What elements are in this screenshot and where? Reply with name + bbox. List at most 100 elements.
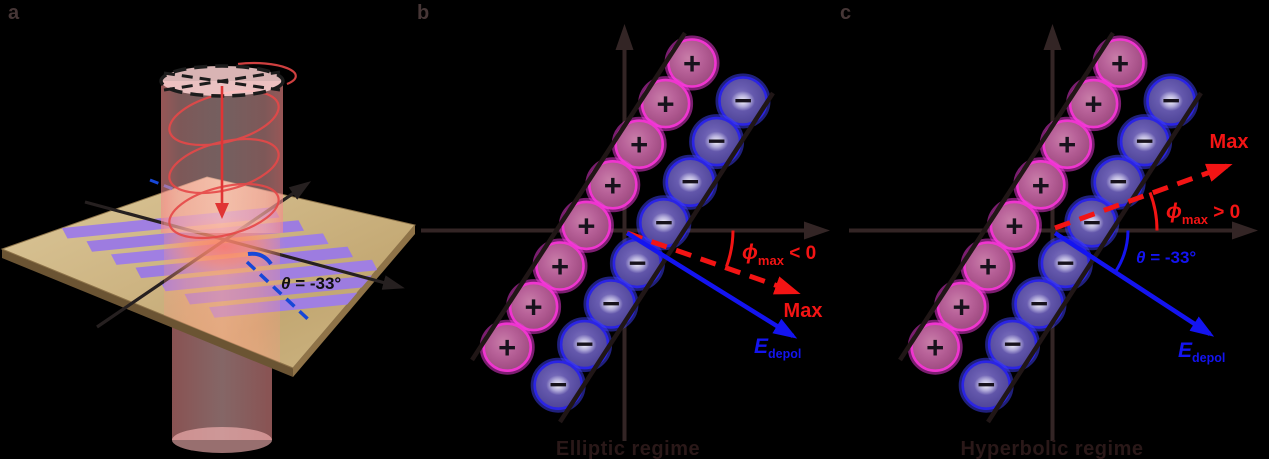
minus-highlight bbox=[1053, 253, 1078, 274]
plus-symbol: + bbox=[683, 46, 701, 81]
e-symbol: E bbox=[1178, 339, 1193, 362]
minus-symbol: − bbox=[1030, 286, 1048, 321]
plus-symbol: + bbox=[979, 249, 997, 284]
plus-symbol: + bbox=[551, 249, 569, 284]
max-label: Max bbox=[784, 300, 823, 322]
charge-plus: + bbox=[611, 116, 667, 172]
minus-symbol: − bbox=[1083, 205, 1101, 240]
plate-side-right bbox=[293, 225, 415, 377]
laser-beam-upper bbox=[159, 61, 297, 240]
caption-c: Hyperbolic regime bbox=[960, 438, 1143, 459]
charge-plus: + bbox=[960, 238, 1016, 294]
depolarization-field-c: Edepol bbox=[1053, 231, 1225, 365]
panel-b-letter: b bbox=[417, 2, 429, 24]
minus-symbol: − bbox=[1056, 245, 1074, 280]
beam-lower-cap bbox=[172, 427, 272, 453]
charge-minus: − bbox=[985, 317, 1041, 373]
e-subscript: depol bbox=[1192, 351, 1225, 365]
panel-a-letter: a bbox=[8, 2, 20, 24]
minus-symbol: − bbox=[1136, 124, 1154, 159]
theta-symbol: θ bbox=[1136, 248, 1146, 267]
helix-turn bbox=[168, 182, 280, 240]
e-depol-arrow bbox=[1053, 231, 1215, 337]
panel-a: θ = -33° a bbox=[0, 2, 416, 453]
axes-b bbox=[421, 24, 830, 441]
minus-highlight bbox=[678, 172, 703, 193]
theta-label: θ = -33° bbox=[1136, 248, 1196, 267]
minus-symbol: − bbox=[628, 245, 646, 280]
plus-symbol: + bbox=[604, 168, 622, 203]
phi-subscript: max bbox=[1182, 212, 1209, 227]
charge-plus: + bbox=[907, 319, 963, 375]
charge-plus: + bbox=[986, 197, 1042, 253]
charge-plus: + bbox=[638, 76, 694, 132]
minus-symbol: − bbox=[681, 164, 699, 199]
max-annotation-c: ϕmax > 0 Max bbox=[1054, 131, 1249, 231]
minus-symbol: − bbox=[602, 286, 620, 321]
e-depol-label: Edepol bbox=[754, 335, 801, 361]
phi-inequality: < 0 bbox=[784, 243, 816, 264]
phi-symbol: ϕ bbox=[742, 241, 758, 264]
charge-plus: + bbox=[664, 35, 720, 91]
plus-symbol: + bbox=[630, 127, 648, 162]
minus-symbol: − bbox=[1109, 164, 1127, 199]
charge-plus: + bbox=[1013, 157, 1069, 213]
minus-symbol: − bbox=[734, 83, 752, 118]
minus-highlight bbox=[546, 375, 571, 396]
charge-minus: − bbox=[530, 357, 586, 413]
minus-highlight bbox=[1132, 131, 1157, 152]
plus-symbol: + bbox=[525, 290, 543, 325]
charge-minus: − bbox=[662, 154, 718, 210]
charge-plus: + bbox=[479, 319, 535, 375]
theta-symbol: θ bbox=[281, 274, 291, 293]
max-label: Max bbox=[1210, 131, 1249, 153]
e-depol-arrow bbox=[625, 231, 798, 339]
charge-chains-b: ++++++++−−−−−−−− bbox=[479, 35, 771, 413]
max-direction-arrow bbox=[1054, 163, 1233, 231]
plus-symbol: + bbox=[657, 87, 675, 122]
charge-minus: − bbox=[958, 357, 1014, 413]
minus-symbol: − bbox=[549, 367, 567, 402]
charge-chains-c: ++++++++−−−−−−−− bbox=[907, 35, 1199, 413]
theta-arc bbox=[247, 251, 273, 266]
minus-highlight bbox=[625, 253, 650, 274]
theta-value: = -33° bbox=[1145, 248, 1196, 267]
plus-symbol: + bbox=[1005, 208, 1023, 243]
plus-symbol: + bbox=[1085, 87, 1103, 122]
minus-symbol: − bbox=[708, 124, 726, 159]
e-subscript: depol bbox=[768, 347, 801, 361]
phi-subscript: max bbox=[758, 253, 785, 268]
axes-c bbox=[849, 24, 1258, 441]
max-direction-arrow bbox=[626, 230, 801, 295]
minus-highlight bbox=[1027, 294, 1051, 314]
minus-symbol: − bbox=[1162, 83, 1180, 118]
plus-symbol: + bbox=[498, 330, 516, 365]
phi-label: ϕmax > 0 bbox=[1166, 200, 1240, 227]
phi-arc bbox=[725, 230, 735, 268]
plus-symbol: + bbox=[1111, 46, 1129, 81]
chain-line-left bbox=[470, 31, 687, 362]
minus-symbol: − bbox=[1004, 327, 1022, 362]
chain-line-left bbox=[898, 31, 1115, 362]
depolarization-field-b: Edepol bbox=[625, 231, 801, 361]
plus-symbol: + bbox=[577, 208, 595, 243]
minus-symbol: − bbox=[977, 367, 995, 402]
plate-side-left bbox=[2, 249, 293, 377]
e-depol-label: Edepol bbox=[1178, 339, 1225, 365]
plus-symbol: + bbox=[926, 330, 944, 365]
minus-symbol: − bbox=[576, 327, 594, 362]
theta-arc bbox=[1114, 230, 1130, 273]
charge-plus: + bbox=[1039, 116, 1095, 172]
e-symbol: E bbox=[754, 335, 769, 358]
helix-top-arc bbox=[237, 61, 297, 86]
helix-turn bbox=[168, 137, 280, 195]
panel-b: ++++++++−−−−−−−− ϕmax < 0 Max Edepol Ell… bbox=[417, 2, 830, 459]
phi-arc bbox=[1148, 191, 1159, 231]
theta-value: = -33° bbox=[290, 274, 341, 293]
minus-highlight bbox=[1000, 334, 1025, 355]
minus-highlight bbox=[572, 334, 597, 355]
top-chord-2 bbox=[163, 70, 281, 92]
max-annotation-b: ϕmax < 0 Max bbox=[626, 230, 823, 322]
